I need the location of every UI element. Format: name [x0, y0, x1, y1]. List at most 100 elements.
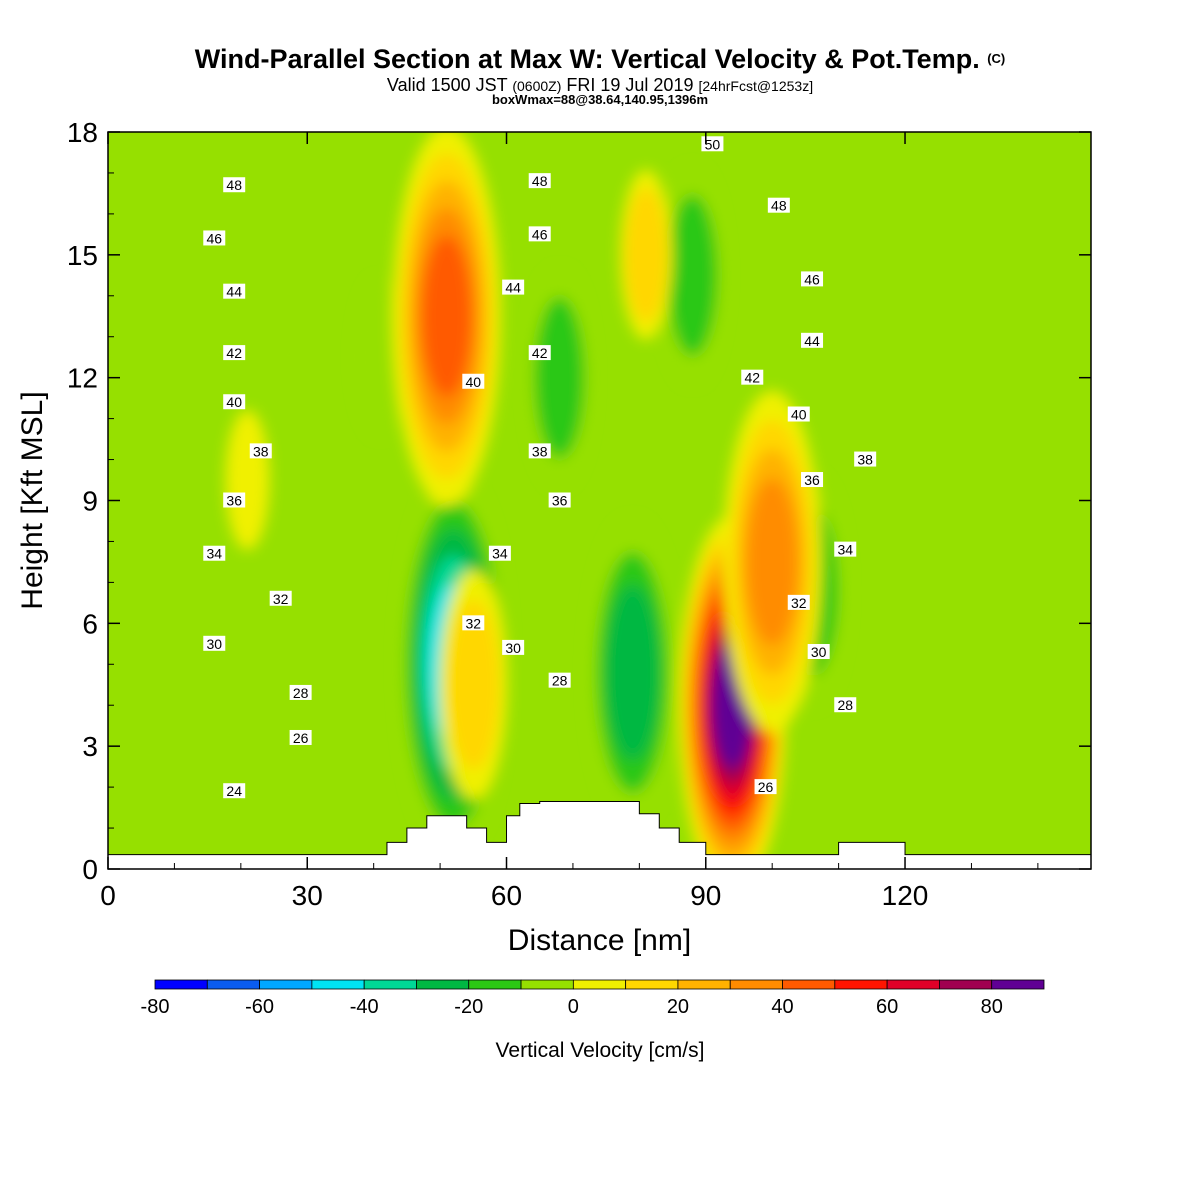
y-tick-label: 9 [82, 486, 98, 517]
theta-label: 32 [462, 615, 485, 631]
theta-label-text: 42 [532, 345, 548, 361]
y-tick-label: 12 [67, 363, 98, 394]
updraft-cell [447, 599, 500, 770]
theta-label-text: 50 [705, 136, 721, 152]
x-tick-label: 30 [292, 880, 323, 911]
colorbar-swatch [991, 979, 1045, 990]
downdraft-cell [605, 584, 660, 761]
y-tick-label: 6 [82, 608, 98, 639]
theta-label: 30 [203, 635, 226, 652]
theta-label-text: 40 [226, 394, 242, 410]
colorbar-tick-label: 20 [667, 996, 689, 1018]
colorbar-swatch [206, 979, 260, 990]
theta-label: 28 [289, 684, 312, 701]
colorbar-tick-label: -60 [245, 996, 274, 1018]
theta-label-text: 46 [532, 226, 548, 242]
theta-label-text: 28 [552, 673, 568, 689]
y-axis-label: Height [Kft MSL] [16, 391, 49, 609]
theta-label: 26 [754, 779, 777, 795]
theta-label: 46 [801, 271, 824, 287]
y-tick-label: 18 [67, 117, 98, 148]
theta-label-text: 30 [505, 640, 521, 656]
chart-subtitle: Valid 1500 JST (0600Z) FRI 19 Jul 2019 [… [386, 75, 814, 95]
theta-label: 44 [801, 332, 824, 349]
updraft-cell [225, 410, 270, 551]
y-tick-label: 0 [82, 854, 98, 885]
theta-label: 46 [528, 226, 551, 242]
colorbar-swatch [572, 979, 627, 990]
colorbar-swatch [677, 979, 731, 990]
theta-label: 38 [854, 451, 877, 468]
theta-label-text: 42 [226, 345, 242, 361]
theta-label-text: 34 [492, 546, 508, 562]
colorbar-tick-label: -80 [141, 996, 170, 1018]
theta-label-text: 38 [857, 452, 873, 468]
x-tick-label: 0 [100, 880, 116, 911]
theta-label: 44 [223, 283, 246, 300]
colorbar-tick-label: -20 [454, 996, 483, 1018]
theta-label: 34 [203, 545, 226, 562]
theta-label-text: 40 [791, 407, 807, 423]
theta-label: 50 [701, 136, 724, 152]
theta-label-text: 26 [758, 779, 774, 795]
theta-label: 32 [269, 590, 292, 607]
colorbar-tick-label: 80 [981, 996, 1003, 1018]
terrain [108, 800, 1091, 869]
colorbar-swatch [468, 979, 522, 990]
theta-label: 24 [223, 783, 246, 799]
theta-label: 30 [807, 643, 830, 660]
theta-label-text: 48 [771, 198, 787, 214]
theta-label-text: 30 [206, 636, 222, 652]
theta-label-text: 46 [206, 230, 222, 246]
theta-label: 36 [801, 472, 824, 488]
theta-label-text: 26 [293, 730, 309, 746]
chart-subtitle-box-wmax: boxWmax=88@38.64,140.95,1396m [491, 92, 709, 107]
theta-label: 32 [787, 594, 810, 611]
theta-label: 40 [223, 394, 246, 410]
theta-label: 48 [767, 197, 790, 214]
x-tick-label: 60 [491, 880, 522, 911]
colorbar-swatch [625, 979, 679, 990]
theta-label: 46 [203, 230, 226, 246]
colorbar-tick-label: 40 [771, 996, 793, 1018]
downdraft-cell [667, 194, 718, 356]
x-tick-label: 120 [882, 880, 929, 911]
colorbar-swatch [363, 979, 417, 990]
theta-label: 48 [528, 173, 551, 189]
theta-label-text: 34 [206, 546, 222, 562]
theta-label-text: 32 [791, 595, 807, 611]
theta-label-text: 46 [804, 271, 820, 287]
theta-label-text: 44 [804, 333, 820, 349]
theta-label-text: 34 [837, 542, 853, 558]
colorbar-swatch [939, 979, 993, 990]
updraft-cell [746, 478, 798, 646]
theta-label: 42 [223, 345, 246, 361]
theta-label: 38 [249, 443, 272, 459]
y-tick-label: 15 [67, 240, 98, 271]
colorbar-swatch [729, 979, 783, 990]
theta-label: 28 [834, 697, 857, 713]
theta-label: 34 [834, 541, 857, 558]
theta-label: 40 [787, 406, 810, 423]
theta-label: 48 [223, 177, 246, 193]
y-tick-label: 3 [82, 731, 98, 762]
x-axis-label: Distance [nm] [508, 924, 691, 957]
theta-label: 38 [528, 443, 551, 459]
colorbar-tick-label: -40 [350, 996, 379, 1018]
theta-label-text: 36 [226, 493, 242, 509]
theta-label-text: 42 [744, 370, 760, 386]
updraft-cell [624, 187, 668, 322]
colorbar-tick-label: 60 [876, 996, 898, 1018]
downdraft-cell [356, 279, 405, 435]
x-tick-label: 90 [690, 880, 721, 911]
theta-label: 42 [528, 345, 551, 361]
theta-label-text: 30 [811, 644, 827, 660]
theta-label-text: 36 [552, 493, 568, 509]
chart-title: Wind-Parallel Section at Max W: Vertical… [194, 44, 1006, 74]
theta-label: 26 [289, 729, 312, 746]
colorbar-swatch [520, 979, 574, 990]
theta-label-text: 38 [532, 443, 548, 459]
theta-label: 44 [502, 279, 525, 296]
theta-label-text: 48 [226, 177, 242, 193]
